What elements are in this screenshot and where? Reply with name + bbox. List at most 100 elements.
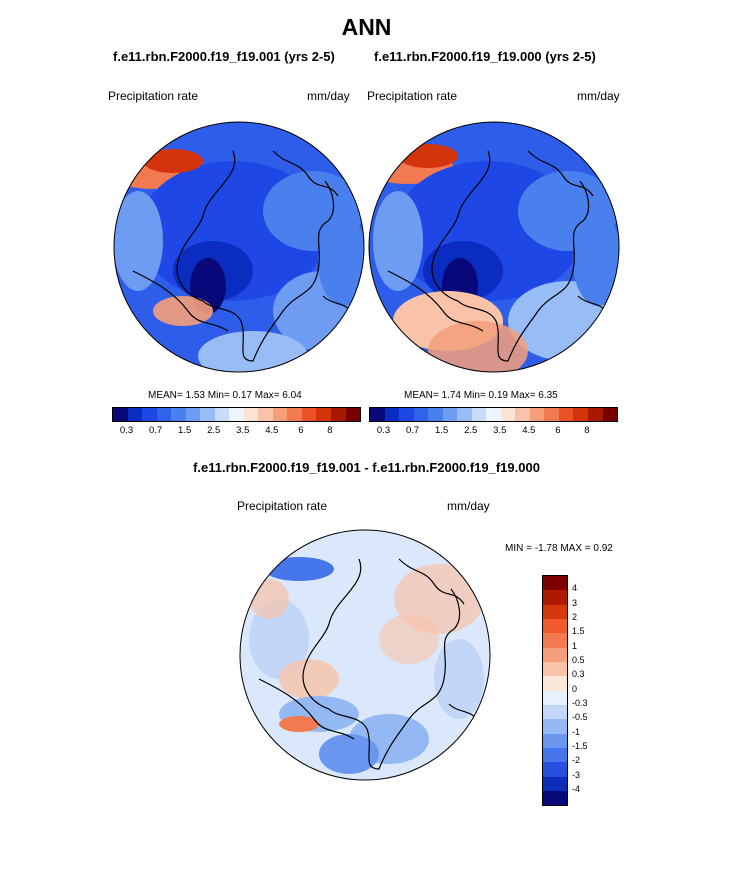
- diff-map-graphic: [239, 529, 491, 781]
- panel1-colorbar-tick-label: 8: [327, 425, 333, 436]
- panel2-colorbar-color-box: [399, 408, 414, 421]
- diff-contour-region: [434, 639, 484, 719]
- diff-colorbar-color-box: [543, 618, 567, 634]
- panel2-colorbar-tick-label: 0.3: [376, 425, 391, 436]
- panel2-max-value: 6.35: [538, 390, 558, 401]
- panel1-colorbar-tick-label: 2.5: [207, 425, 221, 436]
- diff-max-value: 0.92: [593, 543, 613, 554]
- diff-colorbar-tick-label: 0: [572, 683, 578, 694]
- panel1-colorbar-color-box: [156, 408, 172, 421]
- panel2-colorbar: [369, 407, 618, 422]
- diff-contour-region: [379, 614, 439, 664]
- diff-colorbar-color-box: [543, 647, 567, 662]
- panel1-map-boundary: [113, 121, 365, 373]
- panel2-colorbar-color-box: [529, 408, 545, 421]
- panel1-polar-map: [113, 121, 365, 373]
- panel2-colorbar-tick-label: 6: [555, 425, 561, 436]
- panel2-colorbar-color-box: [486, 408, 501, 421]
- panel1-coastline: [272, 150, 339, 197]
- diff-contour-region: [279, 716, 319, 732]
- diff-colorbar-color-box: [543, 719, 567, 734]
- panel2-colorbar-color-box: [500, 408, 516, 421]
- panel1-max-label: Max=: [254, 390, 280, 401]
- diff-title: f.e11.rbn.F2000.f19_f19.001 - f.e11.rbn.…: [193, 460, 540, 475]
- panel1-colorbar: [112, 407, 361, 422]
- diff-colorbar-color-box: [543, 733, 567, 748]
- panel1-colorbar-color-box: [345, 408, 361, 421]
- panel1-colorbar-color-box: [113, 408, 128, 421]
- diff-colorbar-color-box: [543, 776, 567, 791]
- panel2-colorbar-tick-label: 2.5: [464, 425, 478, 436]
- panel2-mean-value: 1.74: [441, 390, 461, 401]
- diff-colorbar-ticks: 4 3 2 1.5 1 0.5 0.3 0 -0.3 -0.5 -1 -1.5 -2 -3 -4: [572, 575, 602, 807]
- diff-coastline: [302, 558, 461, 770]
- panel1-colorbar-ticks: 0.3 0.7 1.5 2.5 3.5 4.5 6 8: [112, 425, 361, 439]
- panel2-map-boundary: [368, 121, 620, 373]
- panel1-colorbar-color-box: [272, 408, 288, 421]
- panel2-colorbar-color-box: [573, 408, 588, 421]
- panel2-coastline: [431, 150, 590, 362]
- panel2-units-label: mm/day: [577, 89, 620, 103]
- panel1-colorbar-tick-label: 0.7: [148, 425, 163, 436]
- diff-colorbar-tick-label: 4: [572, 583, 578, 594]
- panel1-contour-region: [153, 296, 213, 326]
- panel2-colorbar-color-box: [370, 408, 385, 421]
- panel2-colorbar-color-box: [442, 408, 458, 421]
- panel2-polar-map: [368, 121, 620, 373]
- panel2-colorbar-color-box: [428, 408, 443, 421]
- diff-colorbar-tick-label: 1: [572, 640, 578, 651]
- panel1-contour-region: [318, 216, 364, 306]
- diff-contour-region: [249, 579, 289, 619]
- panel1-case-title: f.e11.rbn.F2000.f19_f19.001 (yrs 2-5): [113, 49, 335, 64]
- diff-coastline: [258, 678, 355, 740]
- panel2-colorbar-color-box: [457, 408, 472, 421]
- panel1-min-value: 0.17: [232, 390, 252, 401]
- panel1-contour-region: [114, 191, 163, 291]
- panel2-colorbar-tick-label: 8: [584, 425, 590, 436]
- diff-colorbar: [542, 575, 568, 807]
- diff-colorbar-tick-label: 2: [572, 611, 578, 622]
- panel1-colorbar-color-box: [127, 408, 143, 421]
- panel1-units-label: mm/day: [307, 89, 350, 103]
- panel1-colorbar-color-box: [171, 408, 186, 421]
- panel1-colorbar-color-box: [229, 408, 244, 421]
- panel2-colorbar-color-box: [602, 408, 618, 421]
- panel1-contour-region: [143, 149, 203, 173]
- diff-max-label: MAX =: [560, 543, 591, 554]
- diff-colorbar-tick-label: -0.3: [572, 697, 588, 708]
- panel2-min-label: Min=: [463, 390, 486, 401]
- panel1-colorbar-color-box: [287, 408, 302, 421]
- panel2-coastline: [387, 270, 484, 332]
- diff-colorbar-color-box: [543, 576, 567, 591]
- panel2-colorbar-color-box: [471, 408, 487, 421]
- diff-min-value: -1.78: [534, 543, 558, 554]
- panel2-contour-region: [373, 191, 423, 291]
- diff-map-boundary: [239, 529, 491, 781]
- panel2-contour-region: [398, 144, 458, 168]
- panel1-colorbar-color-box: [200, 408, 215, 421]
- diff-variable-label: Precipitation rate: [237, 499, 328, 513]
- diff-colorbar-color-box: [543, 704, 567, 720]
- diff-polar-map: [239, 529, 491, 781]
- panel1-colorbar-color-box: [258, 408, 273, 421]
- diff-colorbar-tick-label: 3: [572, 597, 578, 608]
- diff-contour-region: [249, 599, 309, 679]
- diff-colorbar-color-box: [543, 633, 567, 648]
- panel2-mean-label: MEAN=: [404, 390, 439, 401]
- panel2-coastline: [527, 150, 594, 197]
- diff-colorbar-tick-label: -1.5: [572, 740, 588, 751]
- panel2-colorbar-color-box: [587, 408, 603, 421]
- diff-colorbar-color-box: [543, 762, 567, 777]
- panel1-min-label: Min=: [207, 390, 230, 401]
- panel1-colorbar-color-box: [330, 408, 346, 421]
- diff-colorbar-tick-label: 0.5: [572, 654, 585, 665]
- panel1-colorbar-color-box: [142, 408, 157, 421]
- panel1-coastline: [132, 270, 229, 332]
- panel2-colorbar-color-box: [413, 408, 429, 421]
- panel2-colorbar-ticks: 0.3 0.7 1.5 2.5 3.5 4.5 6 8: [369, 425, 618, 439]
- panel2-variable-label: Precipitation rate: [367, 89, 458, 103]
- diff-colorbar-color-box: [543, 590, 567, 605]
- diff-colorbar-tick-label: -1: [572, 726, 581, 737]
- diff-contour-region: [319, 734, 379, 774]
- diff-min-label: MIN =: [505, 543, 532, 554]
